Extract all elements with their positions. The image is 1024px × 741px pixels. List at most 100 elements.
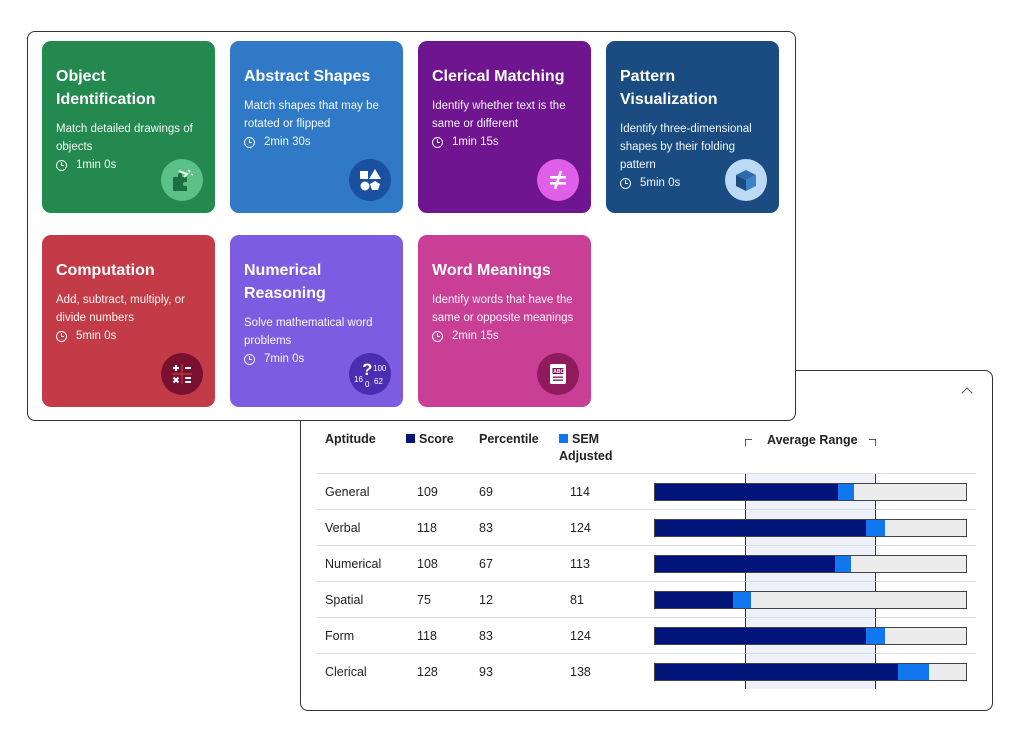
aptitude-name: Numerical	[325, 557, 382, 571]
header-score: Score	[406, 431, 454, 448]
clock-icon	[244, 353, 255, 365]
score-bar-fill	[655, 664, 898, 680]
test-title: Abstract Shapes	[244, 68, 371, 85]
bracket-right	[869, 439, 876, 446]
clock-icon	[432, 330, 443, 342]
results-row-form: Form 118 83 124	[317, 617, 976, 653]
clock-icon	[244, 136, 255, 148]
percentile-value: 93	[479, 665, 493, 679]
svg-text:16: 16	[354, 375, 363, 384]
results-panel: Aptitude Score Percentile SEM Adjusted A…	[300, 370, 993, 711]
test-title: Pattern Visualization	[620, 68, 718, 108]
test-description: Match detailed drawings of objects	[56, 123, 193, 153]
score-bar-fill	[655, 628, 867, 644]
test-title: Numerical Reasoning	[244, 262, 326, 302]
abc-book-icon: ABC	[537, 353, 579, 395]
sem-legend-swatch	[559, 434, 568, 443]
sem-adjusted-value: 124	[570, 521, 591, 535]
score-bar	[654, 663, 967, 681]
header-sem-adjusted: SEM Adjusted	[559, 432, 613, 463]
sem-bar-fill	[866, 628, 886, 644]
score-bar	[654, 555, 967, 573]
test-card-numerical-reasoning[interactable]: Numerical Reasoning Solve mathematical wo…	[230, 235, 403, 407]
test-card-abstract-shapes[interactable]: Abstract Shapes Match shapes that may be …	[230, 41, 403, 213]
aptitude-name: Form	[325, 629, 355, 643]
score-value: 109	[417, 485, 438, 499]
percentile-value: 67	[479, 557, 493, 571]
sem-adjusted-value: 138	[570, 665, 591, 679]
sem-bar-fill	[732, 592, 752, 608]
sem-adjusted-value: 114	[570, 485, 590, 499]
clock-icon	[56, 330, 67, 342]
aptitude-name: Clerical	[325, 665, 367, 679]
not-equal-icon	[537, 159, 579, 201]
test-description: Match shapes that may be rotated or flip…	[244, 100, 379, 130]
score-value: 75	[417, 593, 431, 607]
collapse-chevron-icon[interactable]	[958, 383, 976, 401]
score-value: 118	[417, 629, 437, 643]
test-cards-panel: Object Identification Match detailed draw…	[27, 31, 796, 421]
results-row-general: General 109 69 114	[317, 473, 976, 509]
score-bar-fill	[655, 520, 867, 536]
test-duration: 5min 0s	[620, 174, 767, 192]
score-bar	[654, 519, 967, 537]
number-question-icon: ? 100 16 0 62	[349, 353, 391, 395]
test-duration: 1min 15s	[432, 133, 579, 151]
svg-text:0: 0	[365, 380, 370, 389]
percentile-value: 83	[479, 629, 493, 643]
sem-bar-fill	[835, 556, 851, 572]
percentile-value: 83	[479, 521, 493, 535]
score-bar-fill	[655, 484, 839, 500]
results-row-spatial: Spatial 75 12 81	[317, 581, 976, 617]
score-legend-swatch	[406, 434, 415, 443]
results-row-verbal: Verbal 118 83 124	[317, 509, 976, 545]
test-card-computation[interactable]: Computation Add, subtract, multiply, or d…	[42, 235, 215, 407]
score-bar-fill	[655, 592, 733, 608]
test-duration: 5min 0s	[56, 327, 203, 345]
cube-icon	[725, 159, 767, 201]
sem-bar-fill	[897, 664, 929, 680]
test-card-object-identification[interactable]: Object Identification Match detailed draw…	[42, 41, 215, 213]
svg-text:62: 62	[374, 377, 383, 386]
header-aptitude: Aptitude	[325, 432, 376, 446]
header-average-range: Average Range	[745, 433, 876, 449]
test-duration: 7min 0s	[244, 350, 391, 368]
test-duration: 2min 15s	[432, 327, 579, 345]
test-description: Identify three-dimensional shapes by the…	[620, 123, 752, 171]
test-duration: 2min 30s	[244, 133, 391, 151]
puzzle-pieces-icon	[161, 159, 203, 201]
aptitude-name: General	[325, 485, 370, 499]
percentile-value: 69	[479, 485, 493, 499]
score-value: 118	[417, 521, 437, 535]
clock-icon	[620, 177, 631, 189]
test-card-clerical-matching[interactable]: Clerical Matching Identify whether text i…	[418, 41, 591, 213]
bracket-left	[745, 439, 752, 446]
sem-bar-fill	[838, 484, 855, 500]
score-bar	[654, 627, 967, 645]
clock-icon	[432, 136, 443, 148]
shapes-icon	[349, 159, 391, 201]
test-description: Solve mathematical word problems	[244, 317, 373, 347]
results-row-clerical: Clerical 128 93 138	[317, 653, 976, 689]
aptitude-name: Spatial	[325, 593, 364, 607]
svg-text:ABC: ABC	[553, 369, 564, 375]
test-title: Clerical Matching	[432, 68, 565, 85]
score-bar	[654, 483, 967, 501]
score-bar	[654, 591, 967, 609]
test-card-word-meanings[interactable]: Word Meanings Identify words that have th…	[418, 235, 591, 407]
sem-adjusted-value: 81	[570, 593, 584, 607]
test-title: Object Identification	[56, 68, 156, 108]
test-duration: 1min 0s	[56, 156, 203, 174]
sem-adjusted-value: 124	[570, 629, 591, 643]
svg-text:?: ?	[362, 360, 372, 379]
svg-text:100: 100	[373, 364, 387, 373]
test-card-pattern-visualization[interactable]: Pattern Visualization Identify three-dime…	[606, 41, 779, 213]
score-bar-fill	[655, 556, 836, 572]
test-description: Add, subtract, multiply, or divide numbe…	[56, 294, 185, 324]
aptitude-name: Verbal	[325, 521, 361, 535]
sem-bar-fill	[866, 520, 886, 536]
test-description: Identify words that have the same or opp…	[432, 294, 574, 324]
math-operators-icon	[161, 353, 203, 395]
test-title: Computation	[56, 262, 155, 279]
test-description: Identify whether text is the same or dif…	[432, 100, 566, 130]
